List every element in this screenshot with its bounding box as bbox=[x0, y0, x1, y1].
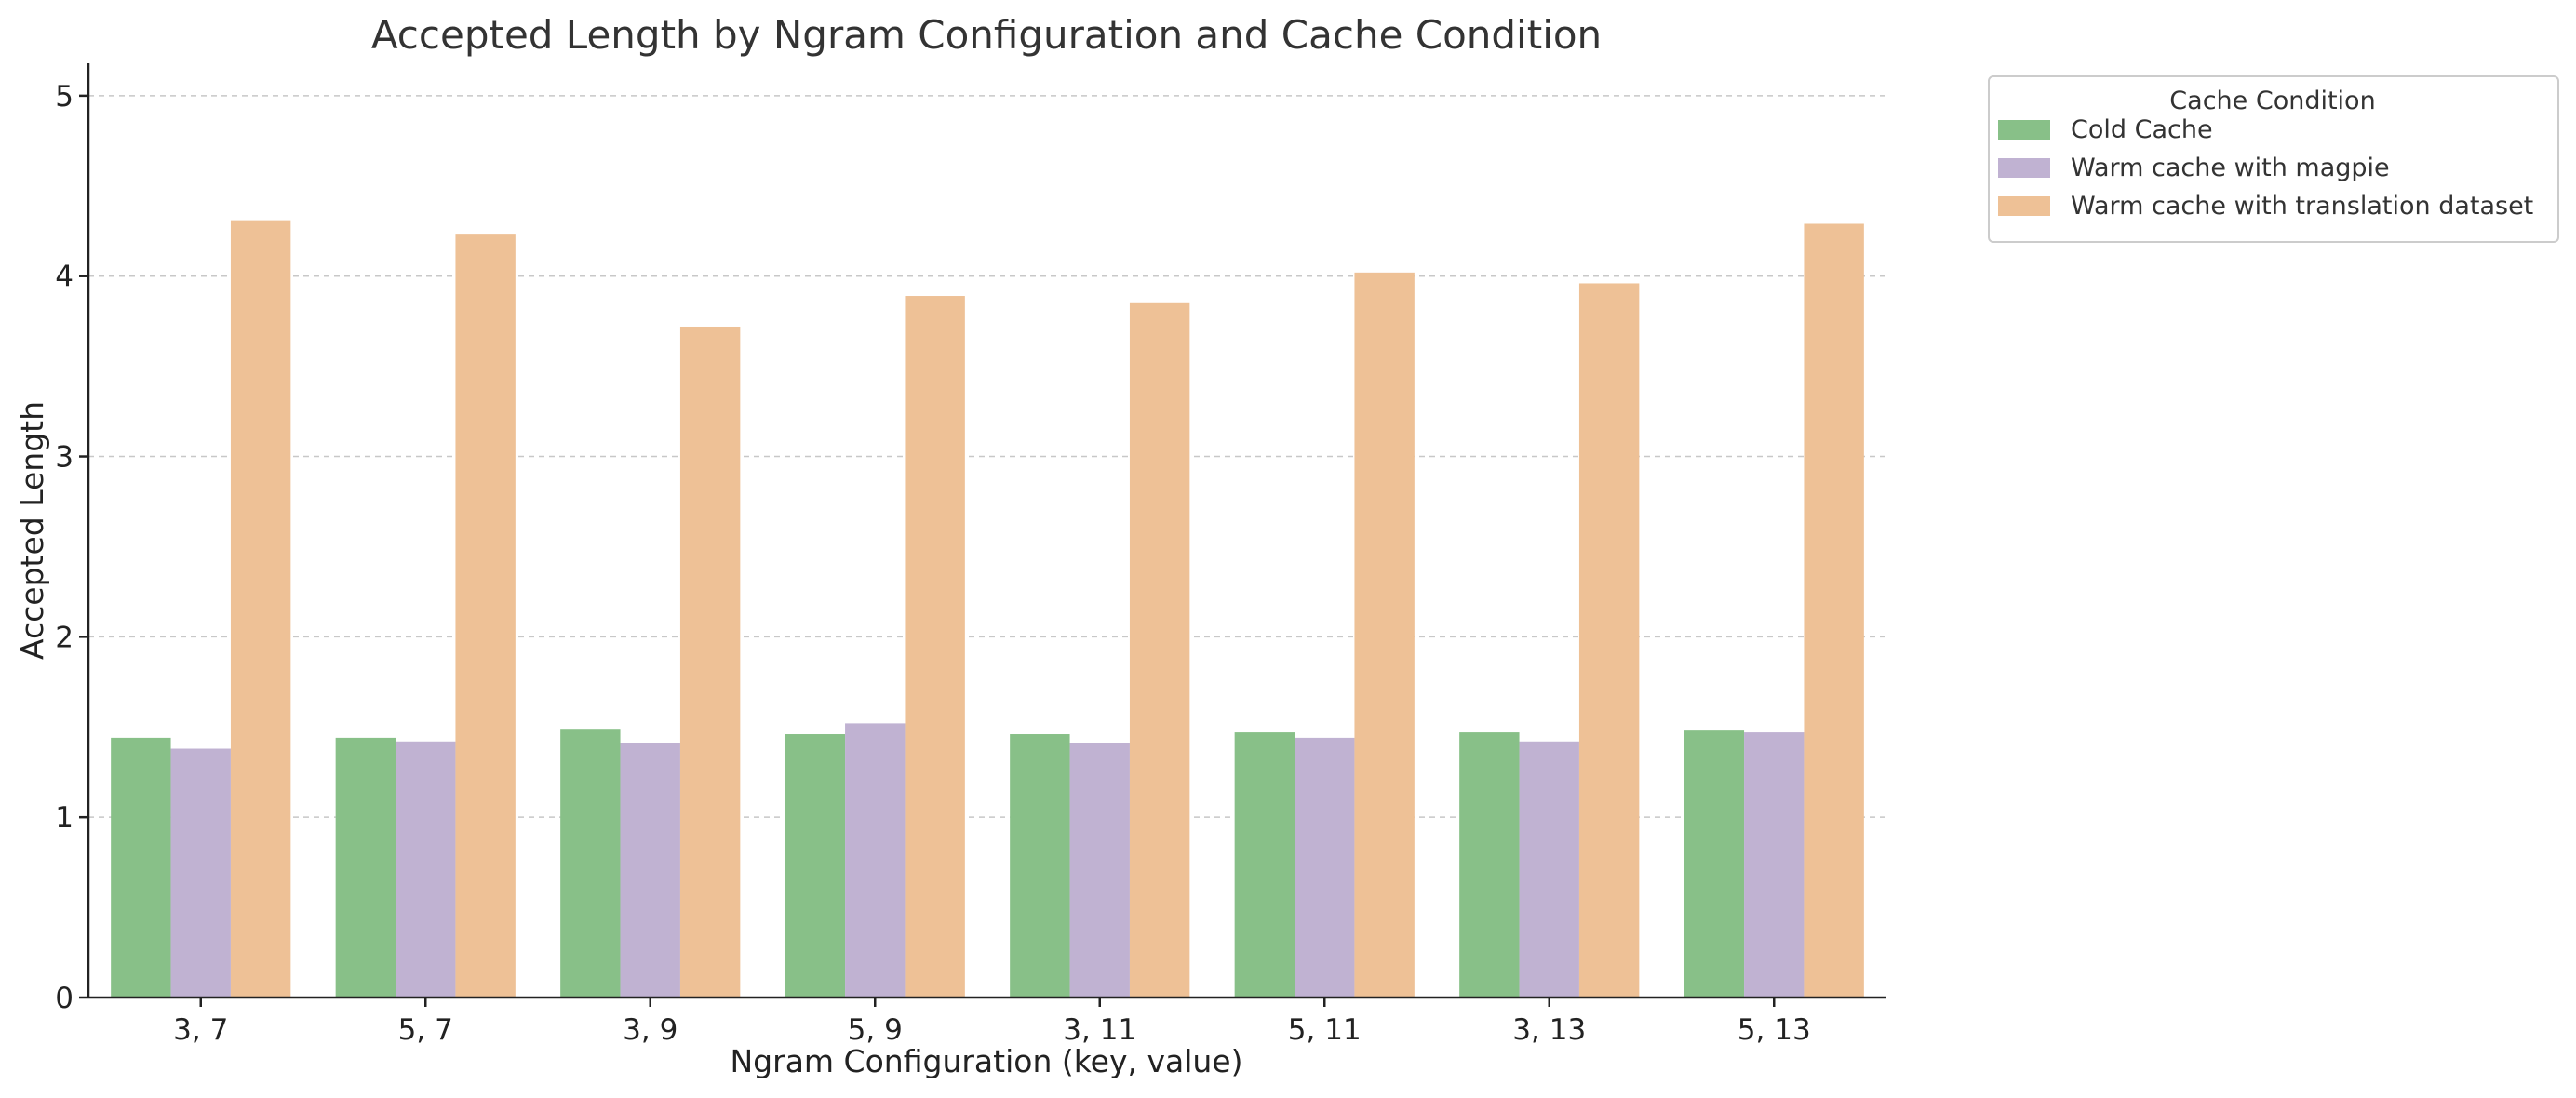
bar-6-0 bbox=[1459, 732, 1520, 998]
legend-frame bbox=[1988, 75, 2559, 243]
y-tick-label-1: 1 bbox=[55, 801, 74, 835]
bar-0-2 bbox=[230, 220, 291, 998]
bar-2-2 bbox=[679, 326, 741, 998]
bar-5-0 bbox=[1234, 732, 1295, 998]
bar-0-0 bbox=[111, 737, 171, 998]
x-tick-label-0: 3, 7 bbox=[173, 1013, 228, 1047]
legend-title: Cache Condition bbox=[2169, 87, 2375, 115]
x-tick-label-4: 3, 11 bbox=[1063, 1013, 1136, 1047]
x-tick-label-6: 3, 13 bbox=[1512, 1013, 1586, 1047]
y-axis-label: Accepted Length bbox=[14, 401, 50, 660]
bar-3-2 bbox=[905, 296, 965, 998]
bar-3-1 bbox=[845, 723, 906, 998]
legend-label-0: Cold Cache bbox=[2071, 115, 2213, 144]
y-tick-label-5: 5 bbox=[55, 80, 74, 114]
bars bbox=[111, 220, 1864, 998]
bar-7-2 bbox=[1804, 223, 1864, 998]
x-tick-label-7: 5, 13 bbox=[1737, 1013, 1811, 1047]
legend-label-2: Warm cache with translation dataset bbox=[2071, 192, 2533, 221]
x-tick-label-1: 5, 7 bbox=[398, 1013, 453, 1047]
y-tick-label-2: 2 bbox=[55, 621, 74, 654]
bar-4-2 bbox=[1129, 302, 1190, 998]
legend-swatch-2 bbox=[1998, 196, 2050, 216]
legend-label-1: Warm cache with magpie bbox=[2071, 154, 2390, 182]
x-tick-label-3: 5, 9 bbox=[848, 1013, 903, 1047]
bar-1-1 bbox=[396, 741, 456, 998]
y-tick-label-0: 0 bbox=[55, 982, 74, 1015]
bar-0-1 bbox=[170, 748, 231, 998]
bar-7-0 bbox=[1684, 730, 1745, 998]
bar-4-1 bbox=[1069, 743, 1130, 998]
x-tick-label-2: 3, 9 bbox=[623, 1013, 678, 1047]
legend-entries: Cold Cache Warm cache with magpie Warm cac… bbox=[1998, 115, 2533, 221]
bar-7-1 bbox=[1744, 732, 1805, 998]
y-tick-label-4: 4 bbox=[55, 261, 74, 294]
bar-5-2 bbox=[1354, 272, 1415, 998]
y-tick-label-3: 3 bbox=[55, 441, 74, 475]
bar-3-0 bbox=[785, 734, 846, 998]
legend: Cache Condition Cold Cache Warm cache wit… bbox=[1988, 75, 2559, 243]
bar-2-0 bbox=[560, 729, 621, 998]
bar-1-0 bbox=[335, 737, 396, 998]
x-ticks: 3, 7 5, 7 3, 9 5, 9 3, 11 5, 11 3, 13 5, 13 bbox=[173, 998, 1811, 1047]
x-tick-label-5: 5, 11 bbox=[1288, 1013, 1362, 1047]
bar-6-1 bbox=[1519, 741, 1579, 998]
y-ticks: 0 1 2 3 4 5 bbox=[55, 80, 88, 1015]
bar-1-2 bbox=[455, 234, 516, 998]
bar-5-1 bbox=[1295, 737, 1355, 998]
bar-6-2 bbox=[1578, 283, 1640, 998]
legend-swatch-0 bbox=[1998, 120, 2050, 140]
legend-swatch-1 bbox=[1998, 158, 2050, 178]
x-axis-label: Ngram Configuration (key, value) bbox=[731, 1043, 1243, 1079]
chart-title: Accepted Length by Ngram Configuration a… bbox=[371, 12, 1602, 58]
bar-4-0 bbox=[1010, 734, 1070, 998]
bar-2-1 bbox=[620, 743, 680, 998]
